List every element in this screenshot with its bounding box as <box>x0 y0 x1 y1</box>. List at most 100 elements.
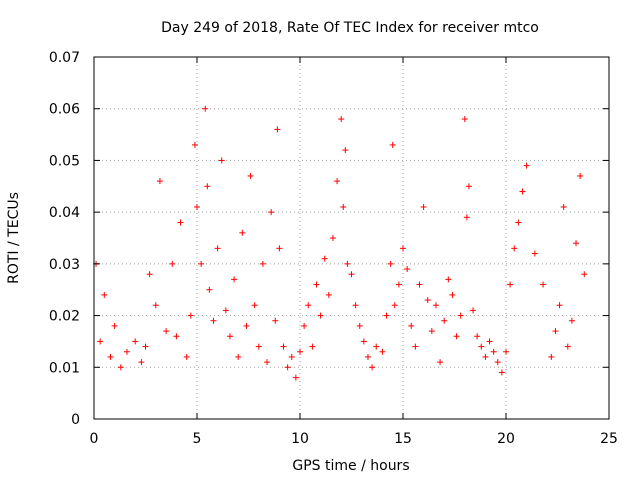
data-point <box>280 343 287 350</box>
data-point <box>573 240 580 247</box>
data-point <box>206 286 213 293</box>
data-point <box>560 203 567 210</box>
data-point <box>111 322 118 329</box>
data-point <box>214 245 221 252</box>
data-point <box>428 328 435 335</box>
data-point <box>325 291 332 298</box>
y-tick-label: 0 <box>71 412 80 428</box>
grid-layer <box>94 57 609 419</box>
data-point <box>218 157 225 164</box>
data-point <box>379 348 386 355</box>
y-tick-label: 0.07 <box>49 50 80 66</box>
data-point <box>239 229 246 236</box>
data-point <box>255 343 262 350</box>
data-point <box>292 374 299 381</box>
data-point <box>152 302 159 309</box>
data-point <box>247 172 254 179</box>
data-point <box>400 245 406 252</box>
data-point <box>117 364 124 371</box>
data-point <box>463 214 470 221</box>
data-point <box>383 312 390 319</box>
data-point <box>191 141 198 148</box>
data-point <box>552 328 559 335</box>
data-point <box>494 359 501 366</box>
y-tick-label: 0.03 <box>49 257 80 273</box>
data-point <box>251 302 258 309</box>
data-points <box>93 105 588 381</box>
axis-ticks <box>93 56 610 420</box>
data-point <box>344 260 351 267</box>
data-point <box>577 172 584 179</box>
data-point <box>156 178 163 185</box>
data-point <box>183 353 190 360</box>
data-point <box>389 141 396 148</box>
data-point <box>97 338 104 345</box>
data-point <box>284 364 291 371</box>
data-point <box>474 333 481 340</box>
data-point <box>465 183 472 190</box>
data-point <box>369 364 376 371</box>
data-point <box>194 203 200 210</box>
data-point <box>340 203 347 210</box>
data-point <box>101 291 108 298</box>
x-tick-label: 25 <box>600 431 618 447</box>
data-point <box>564 343 571 350</box>
data-point <box>478 343 485 350</box>
data-point <box>334 178 341 185</box>
data-point <box>305 302 312 309</box>
data-point <box>412 343 419 350</box>
data-point <box>146 271 153 278</box>
data-point <box>202 105 209 112</box>
data-point <box>138 359 145 366</box>
data-point <box>482 353 489 360</box>
data-point <box>486 338 493 345</box>
x-tick-label: 20 <box>497 431 515 447</box>
data-point <box>498 369 505 376</box>
y-axis-label: ROTI / TECUs <box>6 192 22 284</box>
data-point <box>391 302 398 309</box>
data-point <box>523 162 530 169</box>
data-point <box>301 322 308 329</box>
data-point <box>321 255 328 262</box>
y-tick-label: 0.05 <box>49 153 80 169</box>
data-point <box>408 322 415 329</box>
y-tick-labels: 0 0.01 0.02 0.03 0.04 0.05 0.06 0.07 <box>49 50 80 428</box>
x-tick-label: 15 <box>394 431 412 447</box>
data-point <box>264 359 271 366</box>
data-point <box>187 312 194 319</box>
data-point <box>313 281 320 288</box>
data-point <box>568 317 575 324</box>
data-point <box>360 338 367 345</box>
data-point <box>556 302 563 309</box>
y-tick-label: 0.04 <box>49 205 80 221</box>
data-point <box>177 219 184 226</box>
data-point <box>449 291 456 298</box>
data-point <box>348 271 355 278</box>
data-point <box>420 203 427 210</box>
data-point <box>342 147 349 154</box>
data-point <box>338 116 345 123</box>
data-point <box>387 260 394 267</box>
data-point <box>445 276 452 283</box>
data-point <box>453 333 460 340</box>
data-point <box>470 307 477 314</box>
y-tick-label: 0.02 <box>49 309 80 325</box>
data-point <box>132 338 139 345</box>
plot-frame <box>93 56 610 420</box>
x-tick-label: 5 <box>193 431 202 447</box>
data-point <box>404 266 411 273</box>
data-point <box>107 353 114 360</box>
data-point <box>356 322 363 329</box>
data-point <box>222 307 229 314</box>
data-point <box>503 348 509 355</box>
data-point <box>548 353 555 360</box>
data-point <box>373 343 380 350</box>
data-point <box>329 235 336 241</box>
data-point <box>259 260 266 267</box>
data-point <box>198 260 205 267</box>
data-point <box>235 353 242 360</box>
y-tick-label: 0.06 <box>49 102 80 118</box>
x-axis-label: GPS time / hours <box>292 458 409 474</box>
data-point <box>416 281 423 288</box>
